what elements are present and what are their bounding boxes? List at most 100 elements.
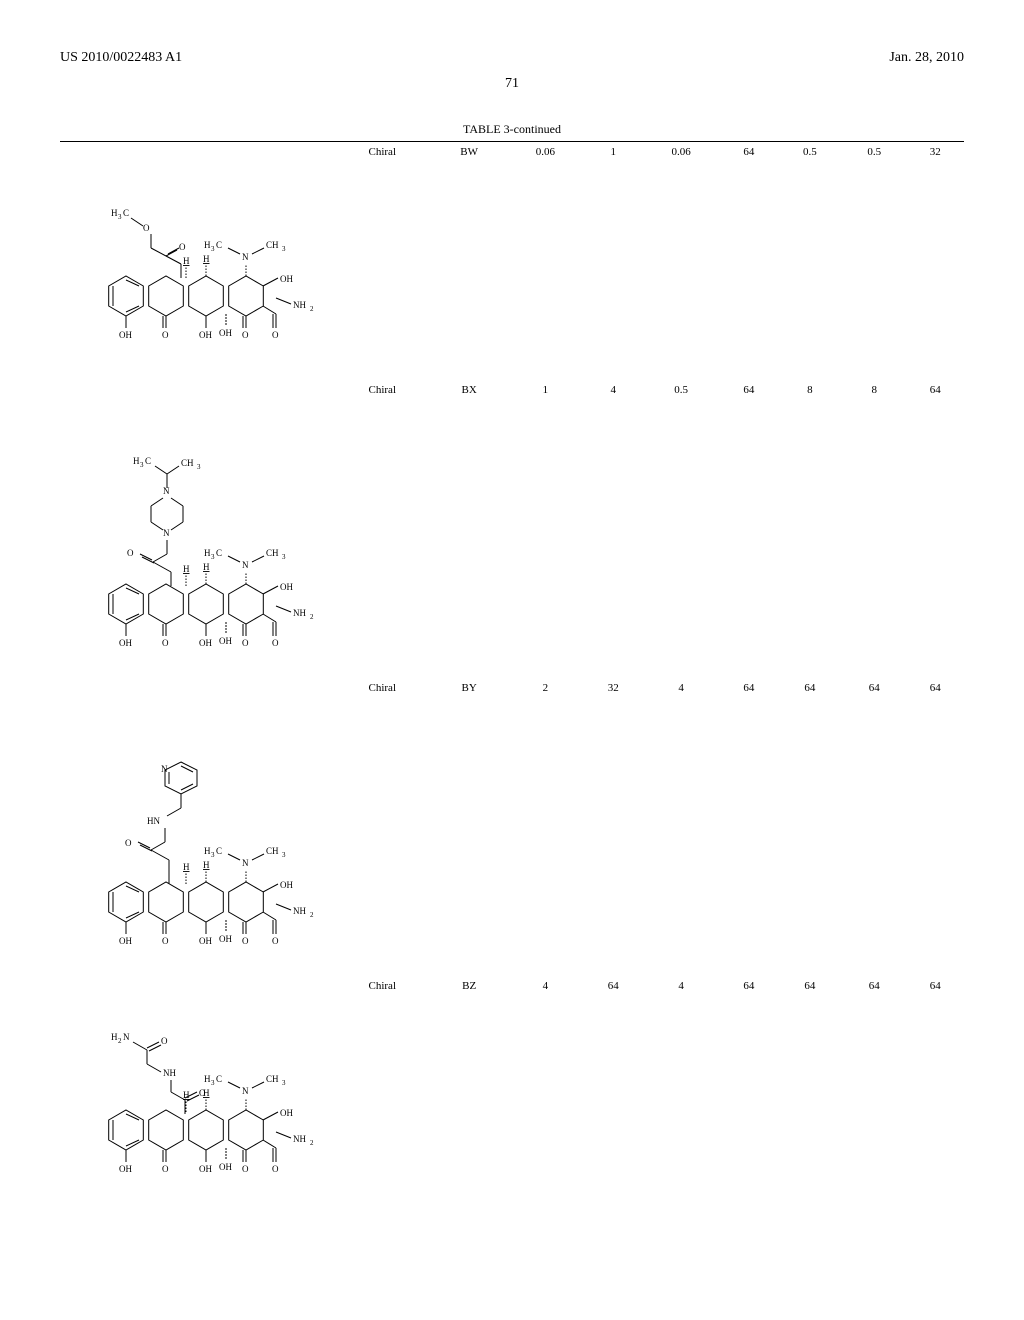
svg-text:H: H: [203, 254, 210, 264]
svg-text:OH: OH: [219, 934, 232, 944]
svg-text:OH: OH: [119, 330, 132, 340]
page-header: US 2010/0022483 A1 Jan. 28, 2010: [60, 50, 964, 66]
value-cell: 1: [584, 142, 642, 380]
value-cell: 64: [720, 380, 778, 678]
value-cell: 64: [720, 678, 778, 976]
value-cell: 4: [506, 976, 584, 1204]
svg-text:CH: CH: [181, 458, 194, 468]
page-number: 71: [60, 76, 964, 92]
svg-text:NH: NH: [293, 608, 306, 618]
svg-text:CH: CH: [266, 846, 279, 856]
svg-text:O: O: [161, 1036, 168, 1046]
chiral-label: Chiral: [369, 384, 397, 396]
svg-text:O: O: [242, 936, 249, 946]
value-cell: 32: [584, 678, 642, 976]
svg-text:O: O: [143, 223, 150, 233]
svg-text:NH: NH: [163, 1068, 176, 1078]
chiral-label: Chiral: [369, 682, 397, 694]
svg-text:OH: OH: [119, 1164, 132, 1174]
value-cell: 64: [842, 976, 906, 1204]
svg-text:2: 2: [118, 1037, 122, 1045]
value-cell: 0.06: [506, 142, 584, 380]
structure-cell: Chiral OH O OH OH O O OH NH 2: [60, 380, 432, 678]
svg-text:O: O: [272, 936, 279, 946]
svg-text:H: H: [204, 240, 211, 250]
structure-cell: Chiral OH O OH OH O O OH NH 2: [60, 678, 432, 976]
svg-text:H: H: [204, 1074, 211, 1084]
table-row: Chiral OH O OH OH O O OH NH 2: [60, 380, 964, 678]
svg-text:NH: NH: [293, 906, 306, 916]
value-cell: 64: [720, 142, 778, 380]
svg-text:H: H: [183, 256, 190, 266]
value-cell: 64: [778, 976, 842, 1204]
value-cell: 8: [778, 380, 842, 678]
compound-id: BW: [432, 142, 506, 380]
publication-number: US 2010/0022483 A1: [60, 50, 182, 66]
svg-text:O: O: [162, 330, 169, 340]
svg-text:N: N: [123, 1032, 130, 1042]
svg-text:3: 3: [211, 245, 215, 253]
svg-text:3: 3: [211, 1079, 215, 1087]
svg-text:NH: NH: [293, 300, 306, 310]
svg-text:O: O: [242, 330, 249, 340]
value-cell: 64: [906, 678, 964, 976]
svg-text:3: 3: [140, 461, 144, 469]
svg-text:O: O: [199, 1088, 206, 1098]
svg-text:H: H: [204, 846, 211, 856]
svg-text:2: 2: [310, 1139, 314, 1147]
value-cell: 4: [584, 380, 642, 678]
svg-text:2: 2: [310, 305, 314, 313]
svg-text:N: N: [242, 858, 249, 868]
svg-text:3: 3: [118, 213, 122, 221]
svg-text:N: N: [242, 560, 249, 570]
svg-text:OH: OH: [280, 582, 293, 592]
svg-text:OH: OH: [119, 638, 132, 648]
svg-text:CH: CH: [266, 1074, 279, 1084]
svg-text:NH: NH: [293, 1134, 306, 1144]
svg-text:OH: OH: [199, 936, 212, 946]
value-cell: 1: [506, 380, 584, 678]
structure-cell: Chiral OH O OH OH O O OH NH 2: [60, 142, 432, 380]
svg-text:H: H: [111, 208, 118, 218]
table-row: Chiral OH O OH OH O O OH NH 2: [60, 142, 964, 380]
svg-text:OH: OH: [219, 636, 232, 646]
svg-text:OH: OH: [119, 936, 132, 946]
svg-text:O: O: [162, 1164, 169, 1174]
svg-text:O: O: [242, 1164, 249, 1174]
svg-text:N: N: [242, 1086, 249, 1096]
value-cell: 0.5: [778, 142, 842, 380]
value-cell: 64: [906, 380, 964, 678]
svg-text:OH: OH: [280, 880, 293, 890]
value-cell: 0.06: [642, 142, 720, 380]
svg-text:2: 2: [310, 613, 314, 621]
publication-date: Jan. 28, 2010: [889, 50, 964, 66]
value-cell: 0.5: [642, 380, 720, 678]
svg-text:OH: OH: [219, 328, 232, 338]
svg-text:HN: HN: [147, 816, 160, 826]
svg-text:OH: OH: [280, 1108, 293, 1118]
svg-text:OH: OH: [280, 274, 293, 284]
svg-text:C: C: [216, 240, 222, 250]
svg-text:H: H: [183, 1090, 190, 1100]
svg-text:O: O: [125, 838, 132, 848]
svg-text:H: H: [183, 862, 190, 872]
svg-text:O: O: [272, 638, 279, 648]
svg-text:H: H: [183, 564, 190, 574]
svg-text:C: C: [216, 548, 222, 558]
svg-text:O: O: [272, 1164, 279, 1174]
table-caption: TABLE 3-continued: [60, 122, 964, 137]
svg-text:3: 3: [282, 851, 286, 859]
svg-text:H: H: [203, 860, 210, 870]
svg-text:O: O: [162, 638, 169, 648]
svg-text:H: H: [203, 562, 210, 572]
data-table: Chiral OH O OH OH O O OH NH 2: [60, 142, 964, 1204]
table-row: Chiral OH O OH OH O O OH NH 2: [60, 678, 964, 976]
svg-text:C: C: [216, 1074, 222, 1084]
svg-text:O: O: [162, 936, 169, 946]
svg-text:3: 3: [197, 463, 201, 471]
svg-text:3: 3: [282, 245, 286, 253]
value-cell: 64: [584, 976, 642, 1204]
structure-cell: Chiral OH O OH OH O O OH NH 2: [60, 976, 432, 1204]
svg-text:O: O: [272, 330, 279, 340]
value-cell: 8: [842, 380, 906, 678]
